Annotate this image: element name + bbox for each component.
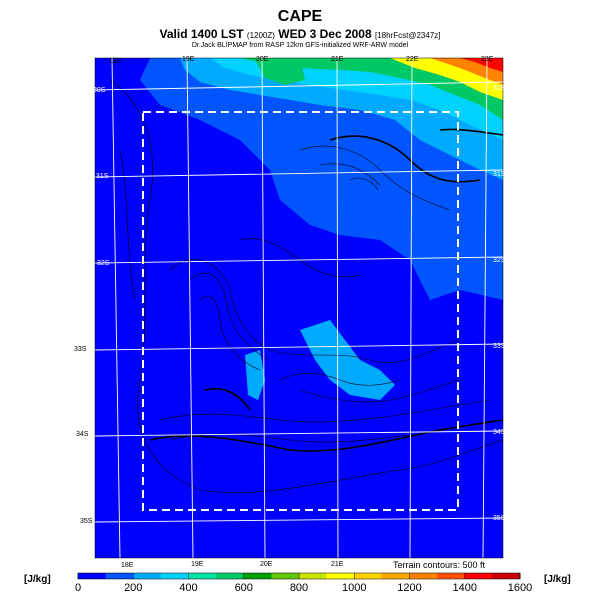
colorbar-unit-left: [J/kg] [24,574,51,585]
colorbar-swatch [464,573,493,579]
colorbar-unit-right: [J/kg] [544,574,571,585]
lon-labels-top: 18E 19E 20E 21E 22E 23E [109,56,494,65]
colorbar-swatch [326,573,355,579]
map-title: CAPE [277,8,323,25]
utc-time: (1200Z) [246,31,275,40]
lon-label: 22E [406,56,419,63]
colorbar-swatch [271,573,300,579]
colorbar-label: 200 [124,582,142,594]
colorbar-swatch [105,573,134,579]
lat-label: 32S [493,257,506,264]
lon-labels-bottom: 18E 19E 20E 21E [121,561,344,569]
lat-label: 30S [93,87,106,94]
forecast-date: WED 3 Dec 2008 [278,27,372,41]
lat-label: 30S [493,85,506,92]
colorbar-swatch [243,573,272,579]
valid-time: Valid 1400 LST [159,27,244,41]
colorbar-label: 800 [290,582,308,594]
colorbar-swatch [133,573,162,579]
lon-label: 20E [260,561,273,568]
colorbar-swatch [160,573,189,579]
cape-cyan-patch-2 [300,320,395,400]
terrain-note: Terrain contours: 500 ft [393,560,486,570]
lat-label: 34S [493,429,506,436]
model-credit: Dr.Jack BLIPMAP from RASP 12km GFS-initi… [191,42,409,49]
lat-labels-right: 30S 31S 32S 33S 34S 35S [493,85,506,522]
lat-lon-grid [94,57,504,559]
lat-label: 33S [493,343,506,350]
colorbar-label: 1400 [453,582,477,594]
lat-label: 35S [493,515,506,522]
cape-cyan-patch-3 [245,350,265,400]
colorbar-label: 1000 [342,582,366,594]
map-subtitle: Valid 1400 LST (1200Z) WED 3 Dec 2008 [1… [0,27,600,41]
major-contours [149,128,503,452]
colorbar-swatch [437,573,466,579]
lat-label: 35S [80,518,93,525]
colorbar-label: 0 [75,582,81,594]
lon-label: 21E [331,561,344,568]
map-field [95,58,503,558]
colorbar-label: 1600 [508,582,532,594]
cape-green-patch [255,58,305,85]
colorbar-swatch [381,573,410,579]
lon-label: 20E [256,56,269,63]
inner-domain-box [142,111,459,511]
colorbar-swatch [188,573,217,579]
lat-label: 34S [76,431,89,438]
lat-label: 31S [493,171,506,178]
colorbar: 0 200 400 600 800 1000 1200 1400 1600 [75,572,532,594]
lat-label: 33S [74,346,87,353]
cape-red-region [460,58,503,72]
lon-label: 21E [331,56,344,63]
lon-label: 19E [191,561,204,568]
colorbar-label: 1200 [397,582,421,594]
colorbar-label: 600 [235,582,253,594]
colorbar-swatch [299,573,328,579]
lat-label: 31S [96,173,109,180]
colorbar-swatch [354,573,383,579]
colorbar-swatch [409,573,438,579]
colorbar-label: 400 [179,582,197,594]
forecast-run: [18hrFcst@2347z] [375,31,441,40]
lon-label: 23E [481,56,494,63]
lat-label: 32S [97,260,110,267]
lon-label: 18E [121,562,134,569]
lon-label: 19E [182,56,195,63]
map-frame [94,57,504,559]
colorbar-swatch [78,573,107,579]
lat-labels-left: 30S 31S 32S 33S 34S 35S [74,87,110,525]
colorbar-swatch [216,573,245,579]
colorbar-swatch [492,573,521,579]
lon-label: 18E [109,58,122,65]
